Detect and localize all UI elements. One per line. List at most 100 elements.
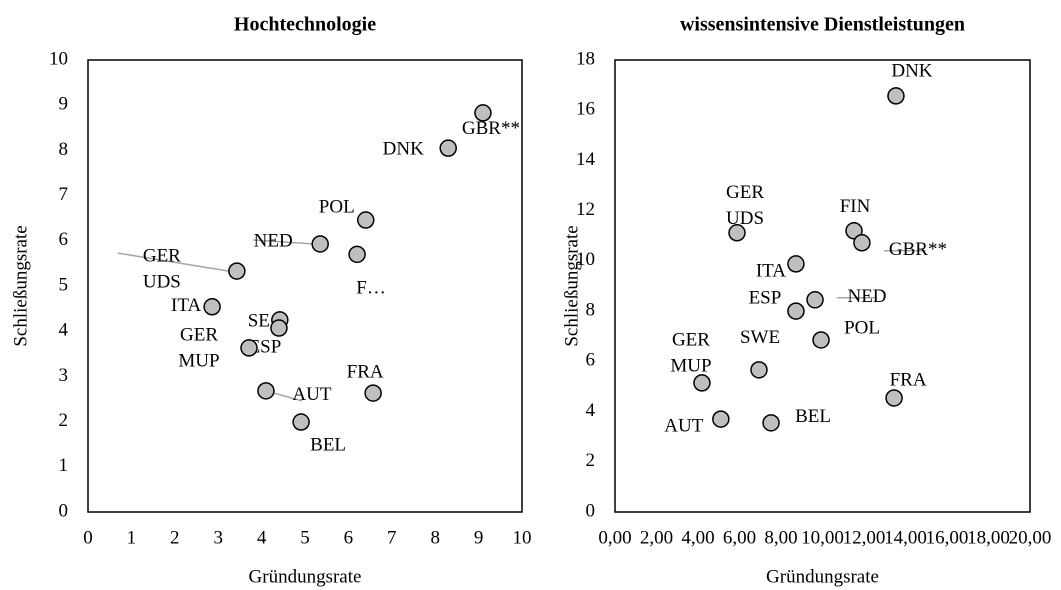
x-tick-label: 8,00 xyxy=(764,527,797,548)
y-tick-label: 5 xyxy=(59,274,69,295)
point xyxy=(885,389,903,407)
point xyxy=(762,414,780,432)
x-axis-title: Gründungsrate xyxy=(249,566,362,587)
x-tick-label: 9 xyxy=(474,527,484,548)
point-label: GER xyxy=(143,245,181,266)
point-label: FRA xyxy=(347,361,384,382)
point xyxy=(750,361,768,379)
point xyxy=(474,104,492,122)
x-tick-label: 12,00 xyxy=(843,527,886,548)
point xyxy=(292,413,310,431)
point-label: F… xyxy=(356,278,386,299)
point-label: NED xyxy=(254,230,293,251)
point-label: UDS xyxy=(726,208,764,229)
chart-title: Hochtechnologie xyxy=(234,14,376,36)
point xyxy=(787,255,805,273)
x-axis-title: Gründungsrate xyxy=(766,566,879,587)
point-label: ESP xyxy=(749,287,782,308)
y-tick-label: 18 xyxy=(576,48,595,69)
point-label: BEL xyxy=(795,406,831,427)
point xyxy=(257,382,275,400)
x-tick-label: 10,00 xyxy=(801,527,844,548)
x-tick-label: 5 xyxy=(300,527,310,548)
plot-frame xyxy=(87,59,523,513)
y-tick-label: 16 xyxy=(576,99,595,120)
x-tick-label: 1 xyxy=(127,527,137,548)
y-tick-label: 7 xyxy=(59,184,69,205)
point xyxy=(311,235,329,253)
y-tick-label: 1 xyxy=(59,455,69,476)
y-tick-label: 9 xyxy=(59,94,69,115)
point xyxy=(712,410,730,428)
plot-frame xyxy=(614,59,1031,513)
x-tick-label: 16,00 xyxy=(926,527,969,548)
point-label: BEL xyxy=(310,434,346,455)
point-label: MUP xyxy=(178,350,219,371)
point xyxy=(364,384,382,402)
point xyxy=(240,339,258,357)
chart-title: wissensintensive Dienstleistungen xyxy=(680,14,965,36)
point xyxy=(348,245,366,264)
x-tick-label: 6 xyxy=(344,527,354,548)
y-tick-label: 14 xyxy=(576,149,596,170)
point-label: SE xyxy=(248,310,270,331)
point-label: FRA xyxy=(890,369,927,390)
point xyxy=(887,87,905,105)
leader-line xyxy=(117,252,229,272)
point-label: GER xyxy=(726,182,764,203)
point xyxy=(845,222,863,240)
point xyxy=(693,374,711,392)
y-tick-label: 2 xyxy=(59,410,69,431)
point xyxy=(439,139,457,157)
y-tick-label: 3 xyxy=(59,365,69,386)
y-tick-label: 0 xyxy=(586,500,596,521)
x-tick-label: 6,00 xyxy=(723,527,756,548)
y-tick-label: 10 xyxy=(49,48,68,69)
point xyxy=(787,302,805,320)
y-tick-label: 12 xyxy=(576,199,595,220)
point-label: UDS xyxy=(143,271,181,292)
point-label: MUP xyxy=(670,355,711,376)
point-label: GER xyxy=(672,329,710,350)
x-tick-label: 0,00 xyxy=(598,527,631,548)
point-label: GER xyxy=(180,324,218,345)
point-label: GBR** xyxy=(889,239,947,260)
x-tick-label: 2,00 xyxy=(640,527,673,548)
point-label: ITA xyxy=(756,260,786,281)
point-label: DNK xyxy=(383,138,424,159)
point-label: NED xyxy=(847,286,886,307)
x-tick-label: 7 xyxy=(387,527,397,548)
y-tick-label: 6 xyxy=(586,350,596,371)
point-label: POL xyxy=(319,196,355,217)
point-label: ITA xyxy=(171,295,201,316)
x-tick-label: 4 xyxy=(257,527,267,548)
x-tick-label: 18,00 xyxy=(967,527,1010,548)
y-tick-label: 10 xyxy=(576,249,595,270)
x-tick-label: 2 xyxy=(170,527,180,548)
y-tick-label: 4 xyxy=(586,400,596,421)
y-axis-title: Schließungsrate xyxy=(561,225,582,346)
y-axis-title: Schließungsrate xyxy=(10,225,31,346)
y-tick-label: 8 xyxy=(59,139,69,160)
point xyxy=(270,319,288,337)
y-tick-label: 0 xyxy=(59,500,69,521)
x-tick-label: 4,00 xyxy=(681,527,714,548)
point-label: DNK xyxy=(891,60,932,81)
point-label: GBR** xyxy=(462,118,520,139)
point-label: FIN xyxy=(840,196,871,217)
point-label: SWE xyxy=(740,327,780,348)
point-label: ESP xyxy=(249,336,282,357)
x-tick-label: 0 xyxy=(83,527,93,548)
y-tick-label: 2 xyxy=(586,450,596,471)
x-tick-label: 14,00 xyxy=(884,527,927,548)
point-label: AUT xyxy=(664,415,703,436)
point xyxy=(806,291,824,309)
y-tick-label: 6 xyxy=(59,229,69,250)
point xyxy=(357,211,375,229)
point xyxy=(812,331,830,349)
point xyxy=(728,224,746,242)
leader-line xyxy=(253,239,315,245)
x-tick-label: 20,00 xyxy=(1009,527,1052,548)
point-label: AUT xyxy=(292,384,331,405)
y-tick-label: 8 xyxy=(586,299,596,320)
